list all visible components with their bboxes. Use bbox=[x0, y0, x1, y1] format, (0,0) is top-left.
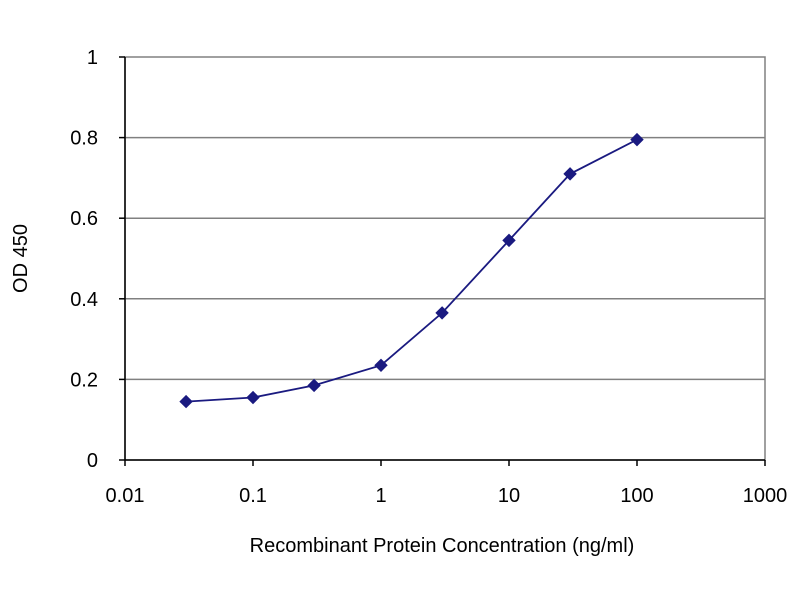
x-tick-label-1: 0.1 bbox=[239, 485, 267, 507]
data-series bbox=[179, 132, 644, 409]
x-tick-labels: 0.01 0.1 1 10 100 1000 bbox=[106, 485, 788, 507]
y-axis-title: OD 450 bbox=[10, 224, 32, 293]
y-tick-label-0: 0 bbox=[87, 450, 98, 472]
axes bbox=[119, 56, 766, 466]
data-point-4 bbox=[435, 306, 449, 320]
data-point-6 bbox=[563, 167, 577, 181]
y-tick-label-4: 0.8 bbox=[70, 128, 98, 150]
y-tick-label-1: 0.2 bbox=[70, 369, 98, 391]
data-point-3 bbox=[374, 358, 388, 373]
gridlines bbox=[125, 136, 765, 381]
x-tick-label-4: 100 bbox=[620, 485, 653, 507]
y-tick-label-2: 0.4 bbox=[70, 289, 98, 311]
x-tick-label-0: 0.01 bbox=[106, 485, 145, 507]
x-tick-label-5: 1000 bbox=[743, 485, 788, 507]
x-tick-label-3: 10 bbox=[498, 485, 520, 507]
data-point-7 bbox=[630, 132, 644, 147]
series-line-0 bbox=[186, 138, 638, 403]
data-point-0 bbox=[179, 394, 193, 409]
y-tick-label-5: 1 bbox=[87, 47, 98, 69]
data-point-1 bbox=[246, 390, 260, 405]
x-tick-label-2: 1 bbox=[375, 485, 386, 507]
y-tick-labels: 0 0.2 0.4 0.6 0.8 1 bbox=[70, 47, 98, 472]
y-tick-label-3: 0.6 bbox=[70, 208, 98, 230]
data-point-2 bbox=[307, 378, 321, 393]
data-point-5 bbox=[502, 233, 516, 248]
x-axis-title: Recombinant Protein Concentration (ng/ml… bbox=[250, 535, 635, 557]
